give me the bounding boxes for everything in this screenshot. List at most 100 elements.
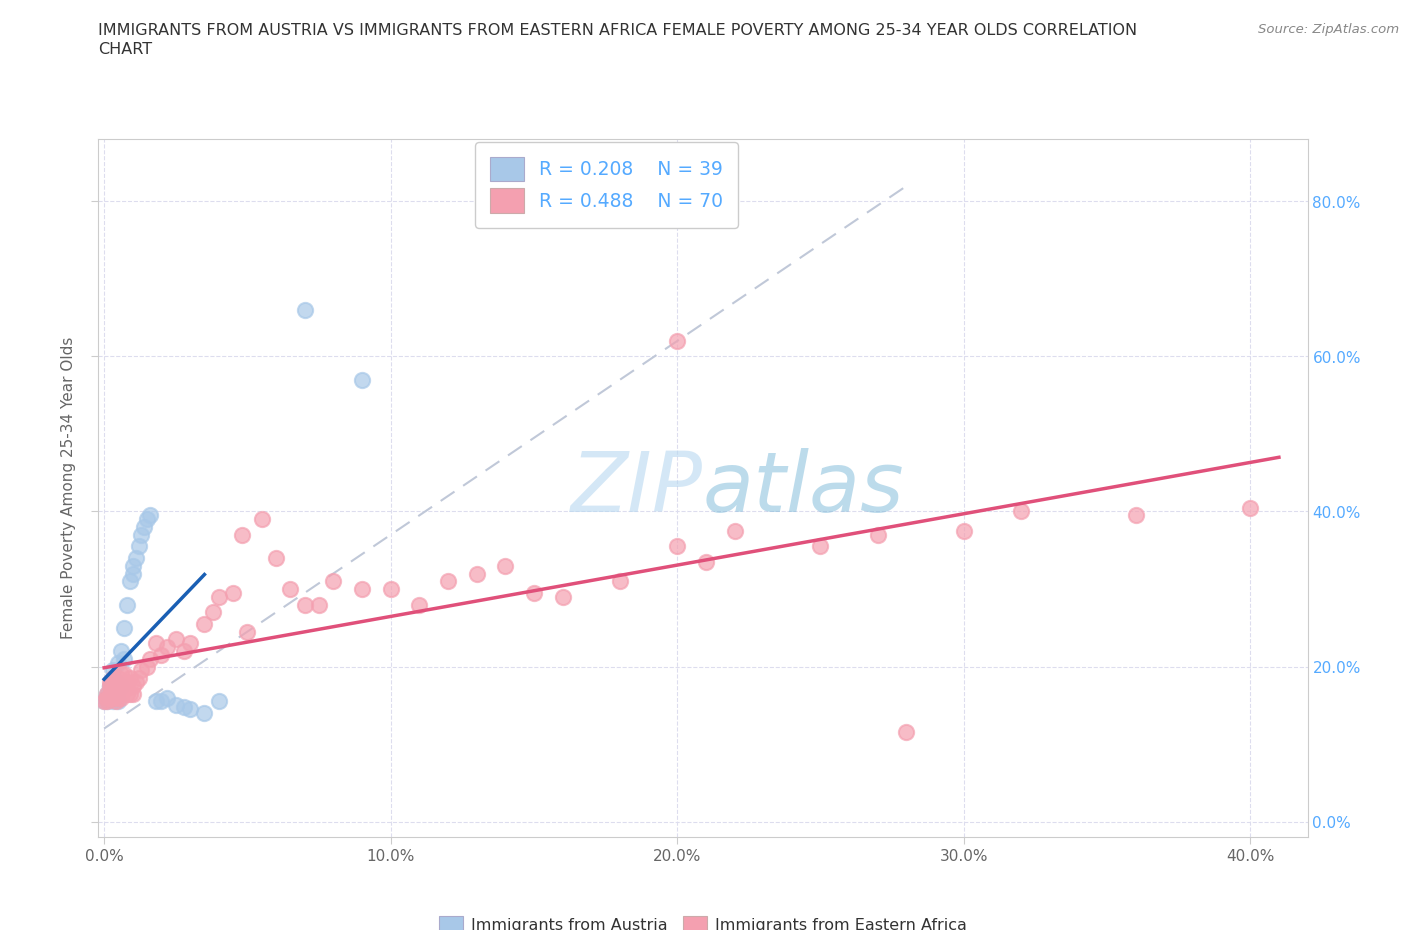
Point — [156, 640, 179, 655]
Point — [173, 644, 195, 658]
Point — [93, 694, 115, 709]
Point — [896, 725, 918, 740]
Point — [350, 581, 373, 596]
Point — [104, 686, 127, 701]
Point — [124, 551, 146, 565]
Point — [810, 539, 832, 554]
Point — [128, 539, 150, 554]
Point — [101, 694, 124, 709]
Point — [110, 690, 132, 705]
Point — [96, 686, 118, 701]
Point — [124, 674, 146, 689]
Point — [193, 706, 215, 721]
Point — [96, 694, 118, 709]
Point — [666, 539, 689, 554]
Point — [131, 527, 153, 542]
Point — [98, 690, 121, 705]
Point — [101, 671, 124, 685]
Point — [208, 590, 231, 604]
Point — [150, 694, 173, 709]
Legend: R = 0.208    N = 39, R = 0.488    N = 70: R = 0.208 N = 39, R = 0.488 N = 70 — [475, 142, 738, 228]
Point — [139, 651, 162, 666]
Point — [110, 679, 132, 694]
Point — [107, 690, 129, 705]
Point — [609, 574, 631, 589]
Point — [294, 597, 316, 612]
Point — [98, 686, 121, 701]
Point — [101, 690, 124, 705]
Point — [101, 663, 124, 678]
Point — [115, 674, 138, 689]
Point — [96, 690, 118, 705]
Point — [523, 586, 546, 601]
Point — [118, 686, 141, 701]
Point — [98, 686, 121, 701]
Point — [112, 620, 135, 635]
Text: Source: ZipAtlas.com: Source: ZipAtlas.com — [1258, 23, 1399, 36]
Point — [96, 686, 118, 701]
Point — [322, 574, 344, 589]
Point — [112, 683, 135, 698]
Point — [98, 674, 121, 689]
Point — [98, 679, 121, 694]
Point — [145, 636, 167, 651]
Point — [118, 671, 141, 685]
Point — [208, 694, 231, 709]
Point — [145, 694, 167, 709]
Point — [121, 686, 143, 701]
Point — [408, 597, 430, 612]
Point — [494, 558, 516, 573]
Point — [1125, 508, 1147, 523]
Text: CHART: CHART — [98, 42, 152, 57]
Text: IMMIGRANTS FROM AUSTRIA VS IMMIGRANTS FROM EASTERN AFRICA FEMALE POVERTY AMONG 2: IMMIGRANTS FROM AUSTRIA VS IMMIGRANTS FR… — [98, 23, 1137, 38]
Point — [96, 694, 118, 709]
Point — [121, 566, 143, 581]
Point — [165, 632, 187, 647]
Point — [107, 694, 129, 709]
Point — [280, 581, 302, 596]
Point — [1010, 504, 1032, 519]
Point — [150, 647, 173, 662]
Point — [866, 527, 889, 542]
Point — [308, 597, 330, 612]
Text: atlas: atlas — [703, 447, 904, 529]
Point — [723, 524, 745, 538]
Point — [139, 508, 162, 523]
Point — [110, 667, 132, 682]
Point — [294, 302, 316, 317]
Point — [250, 512, 273, 526]
Point — [104, 679, 127, 694]
Point — [121, 558, 143, 573]
Point — [179, 636, 201, 651]
Point — [107, 679, 129, 694]
Y-axis label: Female Poverty Among 25-34 Year Olds: Female Poverty Among 25-34 Year Olds — [60, 337, 76, 640]
Point — [107, 671, 129, 685]
Point — [695, 554, 717, 569]
Point — [350, 372, 373, 387]
Point — [104, 679, 127, 694]
Text: ZIP: ZIP — [571, 447, 703, 529]
Point — [96, 690, 118, 705]
Point — [128, 671, 150, 685]
Point — [952, 524, 974, 538]
Point — [136, 512, 159, 526]
Point — [104, 694, 127, 709]
Point — [136, 659, 159, 674]
Point — [107, 656, 129, 671]
Point — [134, 520, 156, 535]
Point — [1239, 500, 1261, 515]
Point — [93, 694, 115, 709]
Point — [666, 334, 689, 349]
Point — [107, 683, 129, 698]
Point — [551, 590, 574, 604]
Point — [98, 679, 121, 694]
Point — [437, 574, 460, 589]
Point — [179, 702, 201, 717]
Point — [465, 566, 488, 581]
Point — [112, 667, 135, 682]
Point — [101, 683, 124, 698]
Point — [101, 671, 124, 685]
Point — [121, 679, 143, 694]
Point — [110, 644, 132, 658]
Point — [173, 699, 195, 714]
